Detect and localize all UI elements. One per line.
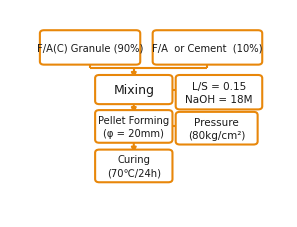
- Text: F/A(C) Granule (90%): F/A(C) Granule (90%): [37, 43, 143, 53]
- Text: F/A  or Cement  (10%): F/A or Cement (10%): [152, 43, 263, 53]
- Text: Mixing: Mixing: [113, 84, 154, 97]
- Text: Pellet Forming
(φ = 20mm): Pellet Forming (φ = 20mm): [98, 115, 169, 138]
- Text: L/S = 0.15
NaOH = 18M: L/S = 0.15 NaOH = 18M: [185, 81, 253, 104]
- FancyBboxPatch shape: [95, 150, 173, 183]
- FancyBboxPatch shape: [95, 111, 173, 143]
- FancyBboxPatch shape: [176, 76, 262, 110]
- FancyBboxPatch shape: [176, 112, 257, 145]
- FancyBboxPatch shape: [40, 31, 140, 65]
- FancyBboxPatch shape: [153, 31, 262, 65]
- Text: Pressure
(80kg/cm²): Pressure (80kg/cm²): [188, 117, 245, 140]
- Text: Curing
(70℃/24h): Curing (70℃/24h): [107, 155, 161, 178]
- FancyBboxPatch shape: [95, 76, 173, 105]
